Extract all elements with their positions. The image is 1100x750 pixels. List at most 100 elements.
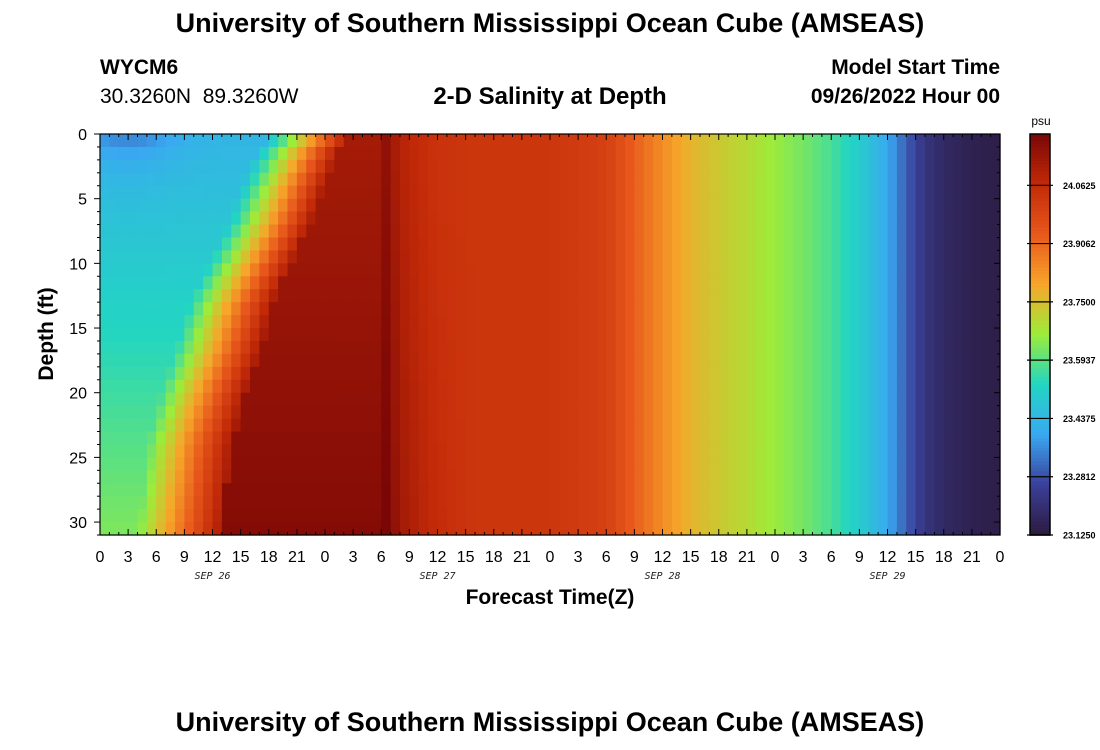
heatmap-cell xyxy=(784,198,795,213)
heatmap-cell xyxy=(343,328,354,342)
heatmap-cell xyxy=(371,379,382,394)
heatmap-cell xyxy=(934,315,945,329)
heatmap-cell xyxy=(475,340,485,355)
heatmap-cell xyxy=(700,340,710,355)
colorbar-segment xyxy=(1030,190,1050,195)
heatmap-cell xyxy=(240,366,251,381)
heatmap-cell xyxy=(353,379,364,394)
heatmap-cell xyxy=(400,431,410,446)
heatmap-cell xyxy=(859,470,870,484)
heatmap-cell xyxy=(212,315,223,329)
heatmap-cell xyxy=(400,418,410,433)
heatmap-cell xyxy=(465,289,476,303)
heatmap-cell xyxy=(840,198,851,213)
heatmap-cell xyxy=(625,289,635,303)
heatmap-cell xyxy=(343,418,354,433)
heatmap-cell xyxy=(212,146,223,161)
heatmap-cell xyxy=(325,405,335,420)
heatmap-cell xyxy=(156,159,167,174)
heatmap-cell xyxy=(428,198,439,213)
heatmap-cell xyxy=(831,328,842,342)
heatmap-cell xyxy=(381,470,392,484)
heatmap-cell xyxy=(118,353,129,368)
heatmap-cell xyxy=(550,224,560,239)
heatmap-cell xyxy=(625,198,635,213)
heatmap-cell xyxy=(100,263,110,277)
heatmap-cell xyxy=(156,509,167,523)
heatmap-cell xyxy=(878,340,889,355)
heatmap-cell xyxy=(409,263,420,277)
heatmap-cell xyxy=(643,250,654,264)
heatmap-cell xyxy=(428,509,439,523)
heatmap-cell xyxy=(540,328,551,342)
heatmap-cell xyxy=(709,366,720,381)
heatmap-cell xyxy=(925,224,935,239)
heatmap-cell xyxy=(250,198,260,213)
heatmap-cell xyxy=(643,159,654,174)
heatmap-cell xyxy=(165,263,176,277)
heatmap-cell xyxy=(521,353,532,368)
heatmap-cell xyxy=(428,134,439,148)
heatmap-cell xyxy=(353,224,364,239)
heatmap-cell xyxy=(878,496,889,510)
heatmap-cell xyxy=(165,418,176,433)
heatmap-cell xyxy=(521,211,532,226)
heatmap-cell xyxy=(868,146,879,161)
heatmap-cell xyxy=(568,172,579,187)
heatmap-cell xyxy=(287,302,298,316)
heatmap-cell xyxy=(887,457,898,471)
heatmap-cell xyxy=(287,237,298,252)
heatmap-cell xyxy=(784,509,795,523)
heatmap-cell xyxy=(681,146,692,161)
heatmap-cell xyxy=(156,185,167,200)
heatmap-cell xyxy=(306,250,317,264)
heatmap-cell xyxy=(962,224,973,239)
heatmap-cell xyxy=(503,146,514,161)
heatmap-cell xyxy=(325,431,335,446)
heatmap-cell xyxy=(775,134,785,148)
heatmap-cell xyxy=(137,509,148,523)
heatmap-cell xyxy=(278,418,289,433)
heatmap-cell xyxy=(465,340,476,355)
heatmap-cell xyxy=(193,509,204,523)
heatmap-cell xyxy=(278,353,289,368)
heatmap-cell xyxy=(306,457,317,471)
heatmap-cell xyxy=(765,302,776,316)
date-label: SEP 26 xyxy=(194,571,230,582)
heatmap-cell xyxy=(962,146,973,161)
heatmap-cell xyxy=(962,470,973,484)
heatmap-cell xyxy=(662,134,673,148)
heatmap-cell xyxy=(343,366,354,381)
heatmap-cell xyxy=(371,224,382,239)
heatmap-cell xyxy=(128,483,139,497)
heatmap-cell xyxy=(953,237,964,252)
heatmap-cell xyxy=(643,431,654,446)
heatmap-cell xyxy=(475,483,485,497)
heatmap-cell xyxy=(287,470,298,484)
heatmap-cell xyxy=(953,198,964,213)
heatmap-cell xyxy=(587,405,598,420)
heatmap-cell xyxy=(325,250,335,264)
colorbar-segment xyxy=(1030,491,1050,496)
heatmap-cell xyxy=(428,470,439,484)
heatmap-cell xyxy=(128,302,139,316)
heatmap-cell xyxy=(859,198,870,213)
heatmap-cell xyxy=(184,522,195,536)
heatmap-cell xyxy=(812,366,823,381)
heatmap-cell xyxy=(287,159,298,174)
heatmap-cell xyxy=(259,185,270,200)
heatmap-cell xyxy=(681,470,692,484)
heatmap-cell xyxy=(503,340,514,355)
y-tick-label: 5 xyxy=(78,192,87,209)
heatmap-cell xyxy=(859,340,870,355)
heatmap-cell xyxy=(184,353,195,368)
heatmap-cell xyxy=(775,444,785,458)
x-axis: 0 3 6 9 12 15 18 21 0 3 6 9 12 15 18 21 0 3 6 9 12 15 18 21 0 3 6 9… xyxy=(96,134,1005,582)
heatmap-cell xyxy=(606,263,617,277)
heatmap-cell xyxy=(446,457,457,471)
heatmap-cell xyxy=(550,263,560,277)
heatmap-cell xyxy=(643,444,654,458)
heatmap-cell xyxy=(990,379,1001,394)
heatmap-cell xyxy=(943,392,954,407)
heatmap-cell xyxy=(643,224,654,239)
